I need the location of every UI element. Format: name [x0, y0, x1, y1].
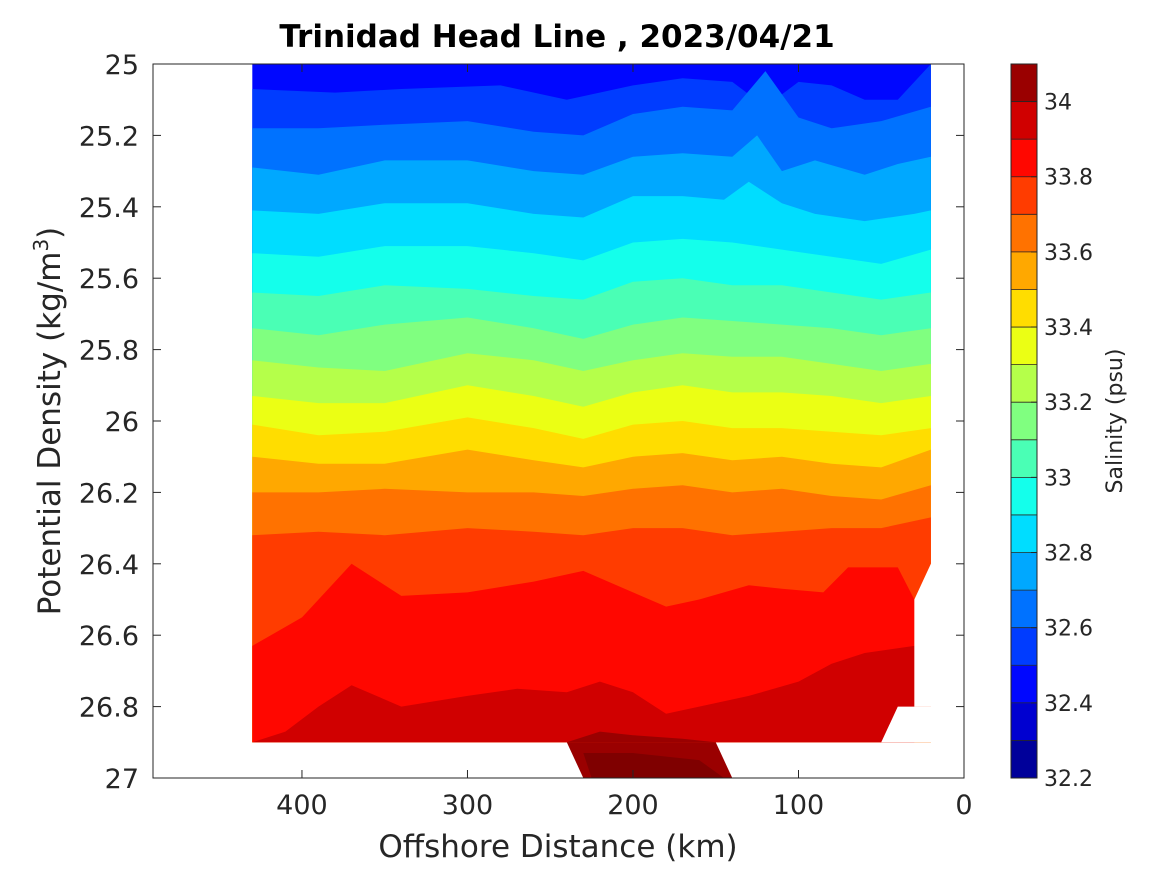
colorbar-band [1011, 627, 1037, 666]
y-tick-label: 25.4 [79, 193, 139, 224]
colorbar-label: Salinity (psu) [1103, 349, 1128, 494]
y-tick-label: 25.2 [79, 121, 139, 152]
colorbar-band [1011, 439, 1037, 478]
x-tick-label: 300 [442, 790, 494, 821]
x-tick-label: 400 [276, 790, 328, 821]
salinity-band-34.0 [558, 731, 716, 743]
colorbar-frame [1010, 63, 1038, 779]
colorbar-band [1011, 590, 1037, 629]
colorbar-band [1011, 665, 1037, 704]
salinity-band-max [583, 753, 725, 778]
colorbar-band [1011, 702, 1037, 741]
x-tick-label: 0 [955, 790, 972, 821]
y-tick-label: 26 [105, 407, 139, 438]
y-tick-label: 26.2 [79, 478, 139, 509]
y-tick-label: 26.6 [79, 621, 139, 652]
colorbar-tick-label: 32.2 [1044, 767, 1093, 792]
colorbar-band [1011, 251, 1037, 290]
colorbar-tick-label: 33.6 [1044, 241, 1093, 266]
x-tick-label: 200 [607, 790, 659, 821]
colorbar-tick-label: 33 [1044, 466, 1072, 491]
colorbar-band [1011, 364, 1037, 403]
colorbar-tick-label: 32.6 [1044, 617, 1093, 642]
colorbar-band [1011, 402, 1037, 441]
y-tick-label: 26.8 [79, 693, 139, 724]
y-axis-label-superscript: 3 [29, 239, 53, 252]
x-tick-label: 100 [773, 790, 825, 821]
y-tick-label: 25.8 [79, 336, 139, 367]
colorbar-band [1011, 477, 1037, 516]
colorbar [1011, 64, 1037, 779]
y-tick-label: 25.6 [79, 264, 139, 295]
contour-fill-layer [252, 64, 964, 778]
colorbar-tick-label: 33.2 [1044, 391, 1093, 416]
colorbar-tick-label: 32.4 [1044, 692, 1093, 717]
colorbar-band [1011, 514, 1037, 554]
colorbar-band [1011, 327, 1037, 366]
colorbar-band [1011, 740, 1037, 779]
colorbar-tick-label: 34 [1044, 91, 1072, 116]
colorbar-band [1011, 552, 1037, 591]
y-tick-label: 26.4 [79, 550, 139, 581]
colorbar-tick-label: 33.4 [1044, 316, 1093, 341]
x-axis-label: Offshore Distance (km) [378, 829, 737, 865]
colorbar-band [1011, 139, 1037, 178]
y-axis-label-main: Potential Density (kg/m [32, 252, 68, 616]
colorbar-tick-label: 33.8 [1044, 166, 1093, 191]
colorbar-band [1011, 289, 1037, 328]
x-axis: 400 300 200 100 0 [276, 64, 973, 821]
colorbar-ticks: 32.2 32.4 32.6 32.8 33 33.2 33.4 33.6 33.8 34 [1031, 91, 1093, 792]
colorbar-band [1011, 176, 1037, 215]
colorbar-band [1011, 64, 1037, 103]
no-data-mask-bottom-right [881, 706, 964, 743]
chart-title: Trinidad Head Line , 2023/04/21 [279, 19, 834, 55]
colorbar-band [1011, 214, 1037, 253]
colorbar-tick-label: 32.8 [1044, 542, 1093, 567]
y-tick-label: 27 [105, 764, 139, 795]
y-axis: 25 25.2 25.4 25.6 25.8 26 26.2 26.4 26.6 26.8 27 [79, 50, 964, 795]
y-axis-label: Potential Density (kg/m3) [29, 227, 68, 616]
colorbar-band [1011, 101, 1037, 140]
y-axis-label-suffix: ) [32, 227, 68, 239]
y-tick-label: 25 [105, 50, 139, 81]
salinity-band-33.9 [252, 645, 915, 743]
no-data-mask-right [914, 563, 964, 707]
